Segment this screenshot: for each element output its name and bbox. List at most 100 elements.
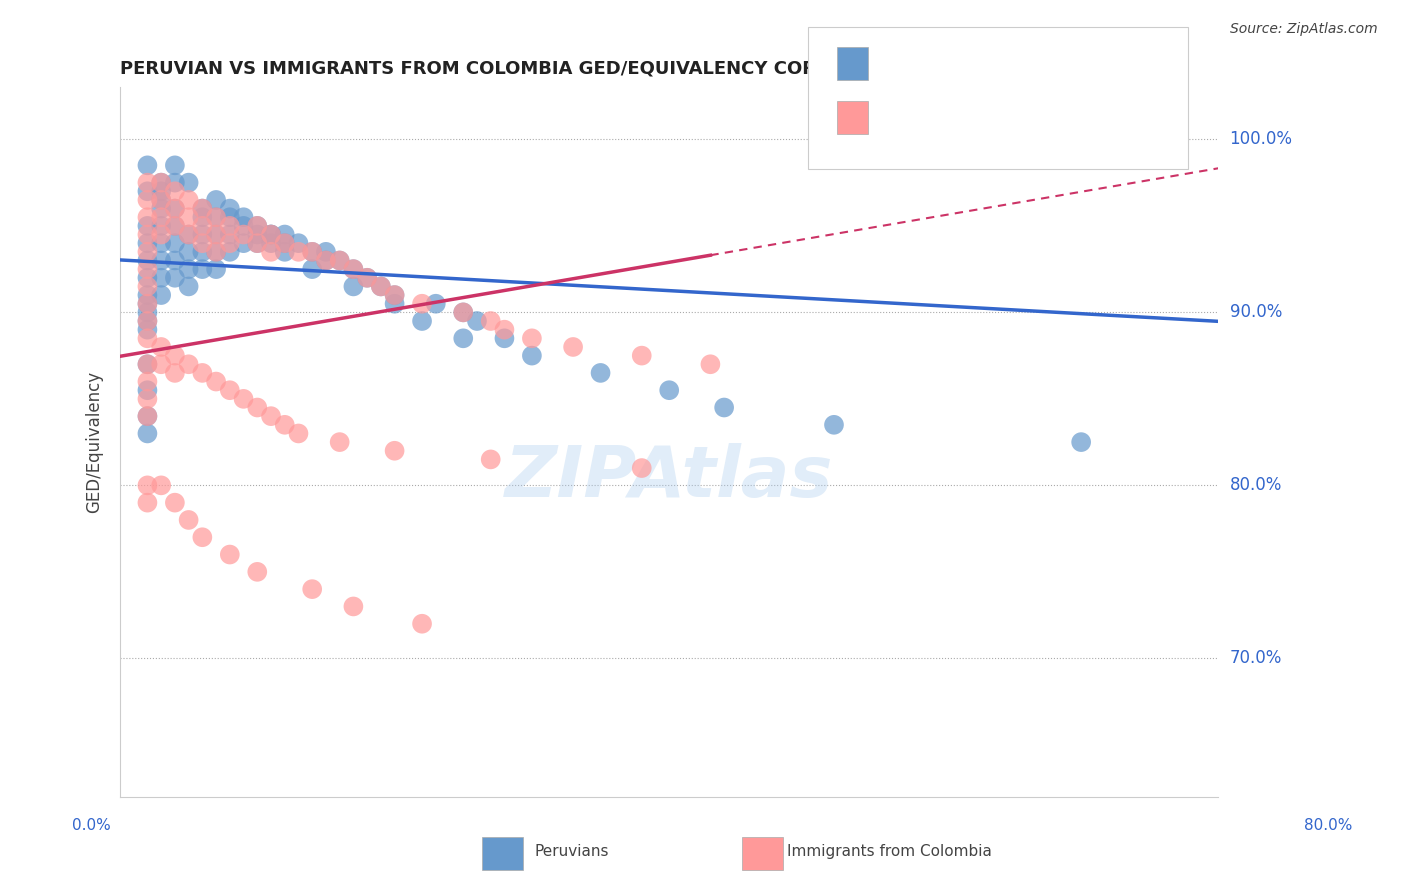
Text: R = -0.148   N = 86: R = -0.148 N = 86 [875, 55, 1025, 70]
Text: Peruvians: Peruvians [534, 845, 609, 859]
Point [411, 296, 433, 310]
Point [218, 227, 240, 242]
Point [823, 417, 845, 432]
Point [205, 244, 228, 259]
Point [315, 244, 337, 259]
Point [589, 366, 612, 380]
Point [163, 366, 186, 380]
Point [150, 340, 173, 354]
Point [150, 176, 173, 190]
Point [163, 349, 186, 363]
Point [205, 227, 228, 242]
Point [342, 599, 364, 614]
Point [260, 409, 283, 424]
Point [163, 270, 186, 285]
Point [356, 270, 378, 285]
Point [191, 530, 214, 544]
Point [191, 202, 214, 216]
Point [287, 426, 309, 441]
Text: R =: R = [875, 55, 908, 70]
Point [287, 244, 309, 259]
Point [177, 244, 200, 259]
Point [260, 227, 283, 242]
Point [191, 366, 214, 380]
Point [425, 296, 447, 310]
Point [451, 331, 474, 345]
Point [384, 296, 406, 310]
Point [218, 219, 240, 233]
Text: 0.0%: 0.0% [72, 818, 111, 832]
Point [232, 219, 254, 233]
Point [1070, 435, 1092, 450]
Point [451, 305, 474, 319]
Point [177, 227, 200, 242]
Point [260, 227, 283, 242]
Y-axis label: GED/Equivalency: GED/Equivalency [86, 371, 103, 513]
Point [260, 227, 283, 242]
Point [136, 478, 159, 492]
Point [246, 401, 269, 415]
Point [274, 236, 297, 251]
Point [150, 184, 173, 198]
Point [136, 305, 159, 319]
Point [136, 496, 159, 510]
Point [136, 279, 159, 293]
Point [342, 279, 364, 293]
Point [136, 253, 159, 268]
Point [411, 314, 433, 328]
Point [356, 270, 378, 285]
Point [163, 219, 186, 233]
Point [136, 262, 159, 277]
Point [246, 219, 269, 233]
Point [699, 357, 721, 371]
Point [177, 262, 200, 277]
Point [301, 244, 323, 259]
Point [205, 244, 228, 259]
Point [301, 582, 323, 596]
Point [205, 262, 228, 277]
Point [191, 211, 214, 225]
Point [150, 176, 173, 190]
Point [274, 236, 297, 251]
Point [177, 279, 200, 293]
Point [246, 236, 269, 251]
Point [163, 202, 186, 216]
Point [205, 375, 228, 389]
Point [329, 253, 352, 268]
Point [177, 227, 200, 242]
Point [218, 383, 240, 397]
Point [494, 323, 516, 337]
Text: 100.0%: 100.0% [1230, 130, 1292, 148]
Text: N =: N = [987, 109, 1031, 123]
Text: -0.148: -0.148 [934, 55, 983, 70]
Point [260, 244, 283, 259]
Point [232, 227, 254, 242]
Point [177, 513, 200, 527]
Point [329, 253, 352, 268]
Point [163, 184, 186, 198]
Point [384, 288, 406, 302]
Point [136, 383, 159, 397]
Point [191, 236, 214, 251]
Text: 86: 86 [1029, 55, 1049, 70]
Point [136, 296, 159, 310]
Point [260, 236, 283, 251]
Point [136, 227, 159, 242]
Point [136, 426, 159, 441]
Point [136, 211, 159, 225]
Point [465, 314, 488, 328]
Point [136, 409, 159, 424]
Text: 90.0%: 90.0% [1230, 303, 1282, 321]
Text: 80.0%: 80.0% [1230, 476, 1282, 494]
Point [136, 357, 159, 371]
Point [150, 236, 173, 251]
Point [232, 236, 254, 251]
Point [205, 211, 228, 225]
Point [136, 176, 159, 190]
Text: ZIPAtlas: ZIPAtlas [505, 443, 834, 512]
Point [150, 227, 173, 242]
Point [136, 219, 159, 233]
Point [136, 193, 159, 207]
Point [329, 435, 352, 450]
Point [136, 288, 159, 302]
